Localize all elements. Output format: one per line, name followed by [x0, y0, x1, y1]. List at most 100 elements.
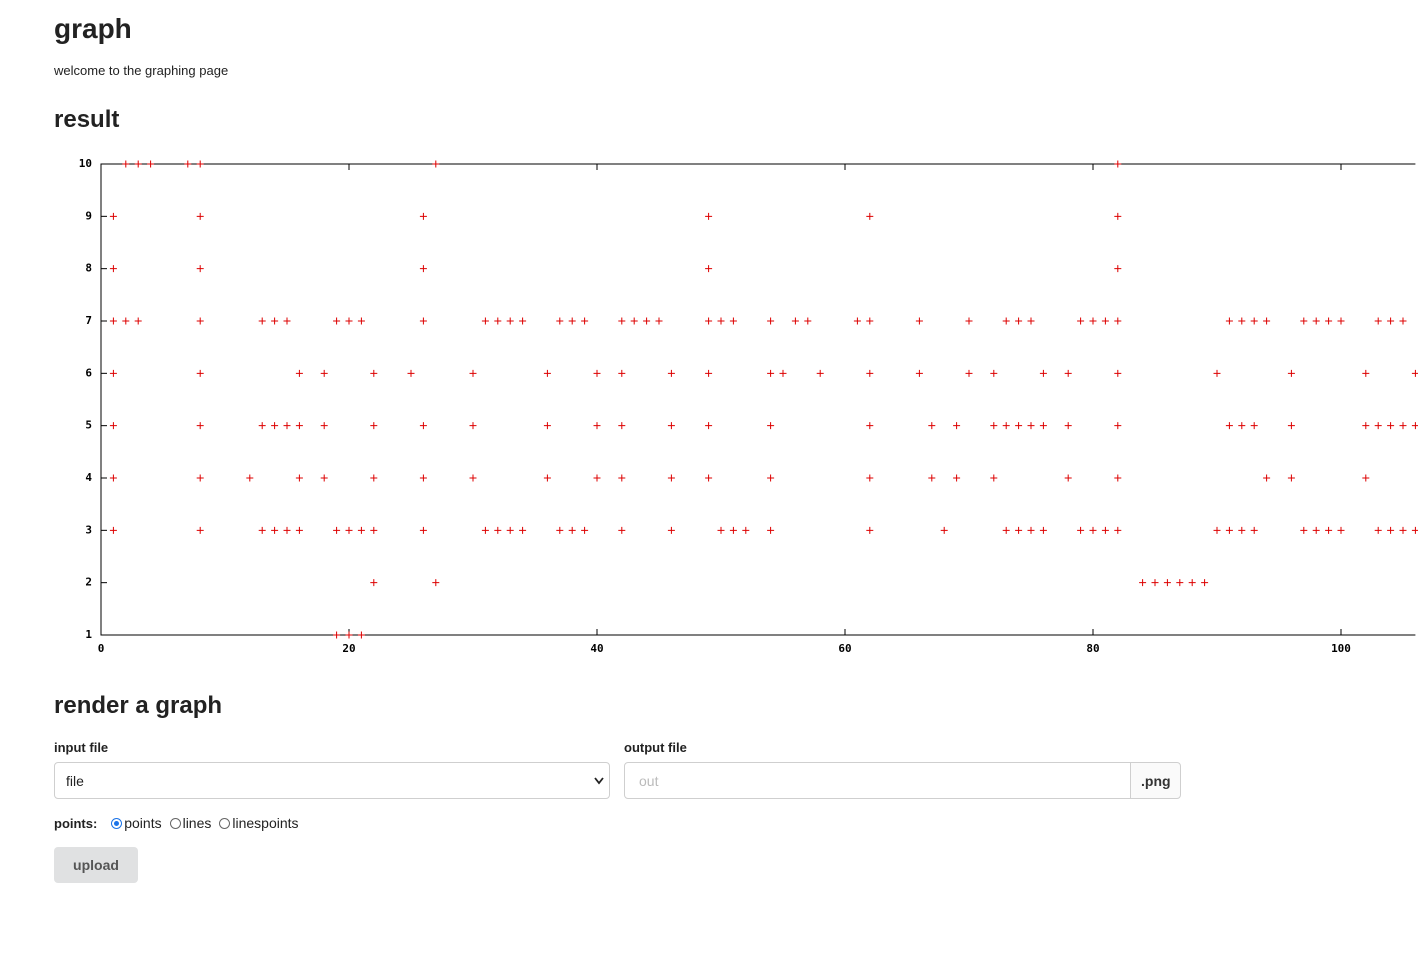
point: [1225, 422, 1233, 430]
point: [1027, 317, 1035, 325]
point: [1139, 579, 1147, 587]
point: [1399, 422, 1407, 430]
point: [1201, 579, 1209, 587]
point: [419, 474, 427, 482]
point: [965, 369, 973, 377]
point: [581, 317, 589, 325]
point: [1287, 369, 1295, 377]
point: [717, 526, 725, 534]
x-tick-label: 20: [342, 642, 355, 655]
point: [866, 474, 874, 482]
point: [928, 474, 936, 482]
point: [593, 474, 601, 482]
radio-button[interactable]: [169, 818, 181, 829]
point: [928, 422, 936, 430]
point: [1238, 422, 1246, 430]
point: [705, 265, 713, 273]
input-file-select[interactable]: file: [54, 762, 610, 799]
point: [469, 369, 477, 377]
radio-label: lines: [182, 815, 212, 831]
point: [1114, 212, 1122, 220]
point: [122, 160, 130, 168]
point: [866, 212, 874, 220]
y-tick-label: 6: [85, 366, 92, 379]
point: [1114, 265, 1122, 273]
x-tick-label: 80: [1086, 642, 1099, 655]
point: [1238, 317, 1246, 325]
point: [866, 317, 874, 325]
point: [1188, 579, 1196, 587]
section-heading: result: [54, 106, 120, 133]
point: [1015, 317, 1023, 325]
point: [581, 526, 589, 534]
input-suffix: .png: [1130, 762, 1181, 799]
x-tick-label: 100: [1331, 642, 1351, 655]
point: [767, 317, 775, 325]
point: [320, 369, 328, 377]
point: [1101, 317, 1109, 325]
point: [1064, 369, 1072, 377]
point: [1039, 369, 1047, 377]
point: [283, 317, 291, 325]
point: [345, 317, 353, 325]
point: [1002, 317, 1010, 325]
point: [283, 422, 291, 430]
radio-button[interactable]: [111, 818, 123, 829]
point: [109, 526, 117, 534]
point: [1002, 422, 1010, 430]
x-tick-label: 40: [590, 642, 603, 655]
point: [506, 526, 514, 534]
radio-button[interactable]: [219, 818, 231, 829]
point: [1287, 422, 1295, 430]
y-tick-label: 10: [79, 157, 92, 170]
point: [196, 369, 204, 377]
point: [1213, 369, 1221, 377]
point: [1225, 317, 1233, 325]
radio-option[interactable]: linespoints: [219, 815, 299, 831]
y-tick-label: 8: [85, 262, 92, 275]
point: [147, 160, 155, 168]
point: [271, 317, 279, 325]
subtitle: welcome to the graphing page: [54, 63, 229, 78]
y-tick-label: 4: [85, 471, 92, 484]
point: [1039, 526, 1047, 534]
point: [779, 369, 787, 377]
point: [1411, 369, 1418, 377]
chevron: [594, 777, 604, 785]
upload-button[interactable]: upload: [54, 847, 138, 883]
page-title: graph: [54, 13, 132, 44]
point: [767, 369, 775, 377]
point: [357, 631, 365, 639]
point: [370, 474, 378, 482]
output-file-input[interactable]: out: [624, 762, 1131, 799]
field-label: input file: [54, 740, 109, 755]
y-tick-label: 7: [85, 314, 92, 327]
point: [767, 474, 775, 482]
point: [419, 212, 427, 220]
point: [109, 265, 117, 273]
point: [196, 265, 204, 273]
point: [196, 212, 204, 220]
point: [1387, 422, 1395, 430]
point: [742, 526, 750, 534]
radio-option[interactable]: points: [111, 815, 162, 831]
point: [109, 212, 117, 220]
point: [419, 422, 427, 430]
point: [1213, 526, 1221, 534]
point: [717, 317, 725, 325]
point: [1250, 526, 1258, 534]
point: [1015, 526, 1023, 534]
point: [271, 526, 279, 534]
point: [320, 474, 328, 482]
point: [109, 474, 117, 482]
y-tick-label: 3: [85, 523, 92, 536]
radio-option[interactable]: lines: [169, 815, 212, 831]
point: [1114, 160, 1122, 168]
point: [767, 526, 775, 534]
point: [866, 369, 874, 377]
point: [1387, 526, 1395, 534]
x-tick-label: 0: [98, 642, 105, 655]
point: [618, 526, 626, 534]
point: [370, 526, 378, 534]
